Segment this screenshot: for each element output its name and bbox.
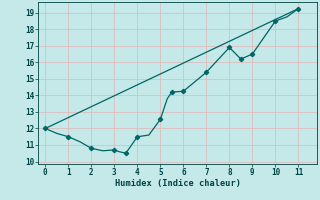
X-axis label: Humidex (Indice chaleur): Humidex (Indice chaleur) <box>115 179 241 188</box>
